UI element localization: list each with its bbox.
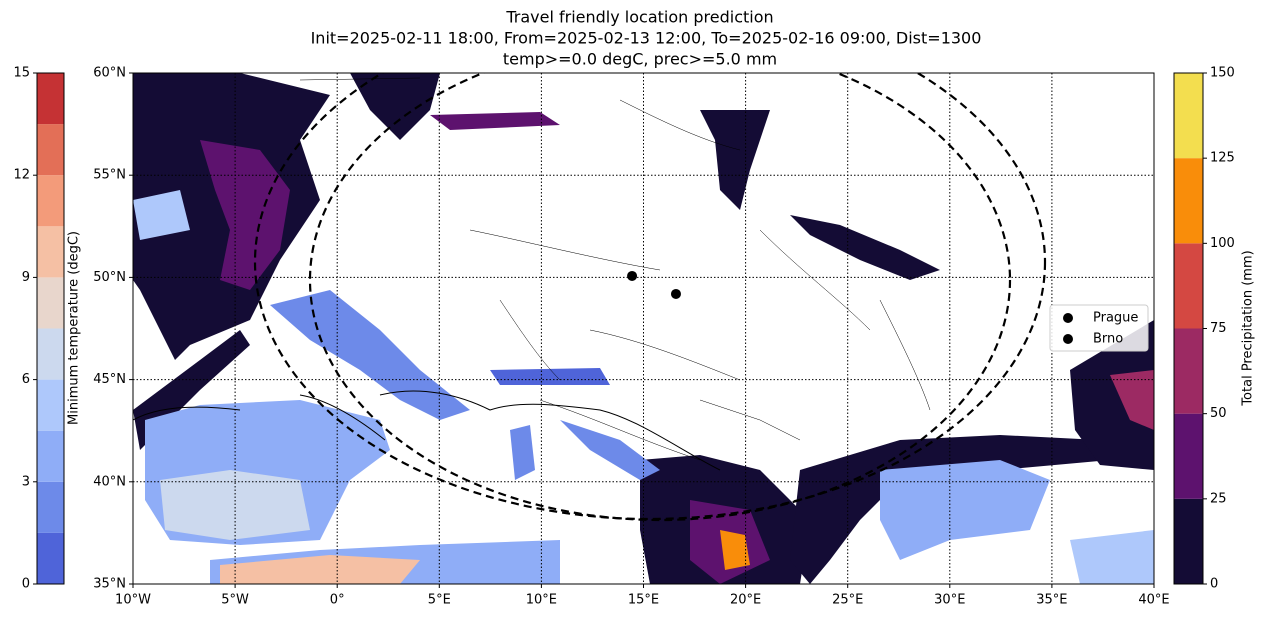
colorbar-band: [1174, 498, 1203, 584]
x-tick-label: 5°E: [428, 593, 451, 608]
precip-area: [1070, 320, 1154, 470]
precip-area: [790, 215, 940, 280]
temp-area: [510, 425, 535, 480]
y-tick-label: 55°N: [93, 168, 126, 183]
x-tick-label: 0°: [330, 593, 345, 608]
colorbar-band: [37, 226, 64, 278]
temp-area: [1070, 530, 1154, 584]
legend-marker: [1063, 313, 1073, 323]
colorbar-band: [1174, 413, 1203, 499]
y-tick-label: 40°N: [93, 474, 126, 489]
precip-area: [720, 530, 750, 570]
colorbar-tick-label: 150: [1210, 66, 1235, 81]
y-tick-label: 60°N: [93, 66, 126, 81]
y-tick-label: 50°N: [93, 270, 126, 285]
temp-area: [880, 460, 1050, 560]
colorbar-frame: [36, 72, 65, 585]
precip-area: [430, 112, 560, 130]
colorbar-tick-label: 3: [22, 474, 30, 489]
city-marker: [670, 288, 681, 299]
colorbar-band: [37, 379, 64, 431]
temp-area: [220, 555, 420, 584]
colorbar-band: [37, 175, 64, 227]
temp-area: [560, 420, 660, 480]
precip-area: [1110, 370, 1154, 430]
x-tick-label: 5°W: [221, 593, 249, 608]
title-line: Init=2025-02-11 18:00, From=2025-02-13 1…: [311, 29, 982, 48]
x-tick-label: 30°E: [934, 593, 965, 608]
precip-area: [350, 73, 440, 140]
legend-marker: [1063, 334, 1073, 344]
legend: Prague Brno: [1049, 304, 1149, 352]
x-tick-label: 10°W: [115, 593, 151, 608]
precip-area: [200, 140, 290, 290]
colorbar-band: [37, 124, 64, 176]
temp-area: [270, 290, 470, 420]
map-layers: [133, 73, 1154, 584]
colorbar-tick-label: 6: [22, 372, 30, 387]
colorbar-tick-label: 0: [22, 577, 30, 592]
distance-circle: [254, 73, 1046, 521]
x-tick-label: 15°E: [628, 593, 659, 608]
coastline: [133, 390, 721, 471]
colorbar-tick-label: 25: [1210, 491, 1227, 506]
title-line: temp>=0.0 degC, prec>=5.0 mm: [503, 50, 777, 69]
colorbar-band: [1174, 328, 1203, 414]
colorbar-tick-label: 9: [22, 270, 30, 285]
distance-circle: [309, 73, 1011, 522]
precip-area: [700, 110, 770, 210]
colorbar-band: [37, 430, 64, 482]
x-tick-label: 40°E: [1138, 593, 1169, 608]
x-tick-label: 25°E: [832, 593, 863, 608]
colorbar-band: [1174, 243, 1203, 329]
colorbar-band: [37, 277, 64, 329]
y-tick-label: 35°N: [93, 577, 126, 592]
colorbar-band: [37, 481, 64, 533]
x-tick-label: 35°E: [1036, 593, 1067, 608]
temp-area: [133, 190, 190, 240]
colorbar-band: [37, 73, 64, 125]
x-tick-label: 20°E: [730, 593, 761, 608]
temp-area: [490, 368, 610, 385]
colorbar-label: Minimum temperature (degC): [67, 231, 82, 425]
city-marker: [627, 270, 638, 281]
colorbar-band: [1174, 158, 1203, 244]
legend-label: Brno: [1093, 332, 1123, 347]
colorbar-tick-label: 15: [13, 66, 30, 81]
colorbar-tick-label: 50: [1210, 406, 1227, 421]
x-tick-label: 10°E: [526, 593, 557, 608]
colorbar-tick-label: 125: [1210, 151, 1235, 166]
colorbar-band: [37, 532, 64, 584]
legend-label: Prague: [1093, 311, 1138, 326]
legend-box: [1049, 304, 1149, 352]
y-tick-label: 45°N: [93, 372, 126, 387]
title-line: Travel friendly location prediction: [505, 8, 773, 27]
colorbar-band: [37, 328, 64, 380]
colorbar-band: [1174, 73, 1203, 159]
colorbar-tick-label: 12: [13, 168, 30, 183]
colorbar-tick-label: 0: [1210, 577, 1218, 592]
colorbar-tick-label: 75: [1210, 321, 1227, 336]
border-line: [299, 77, 931, 461]
colorbar-label: Total Precipitation (mm): [1241, 250, 1256, 406]
colorbar-tick-label: 100: [1210, 236, 1235, 251]
